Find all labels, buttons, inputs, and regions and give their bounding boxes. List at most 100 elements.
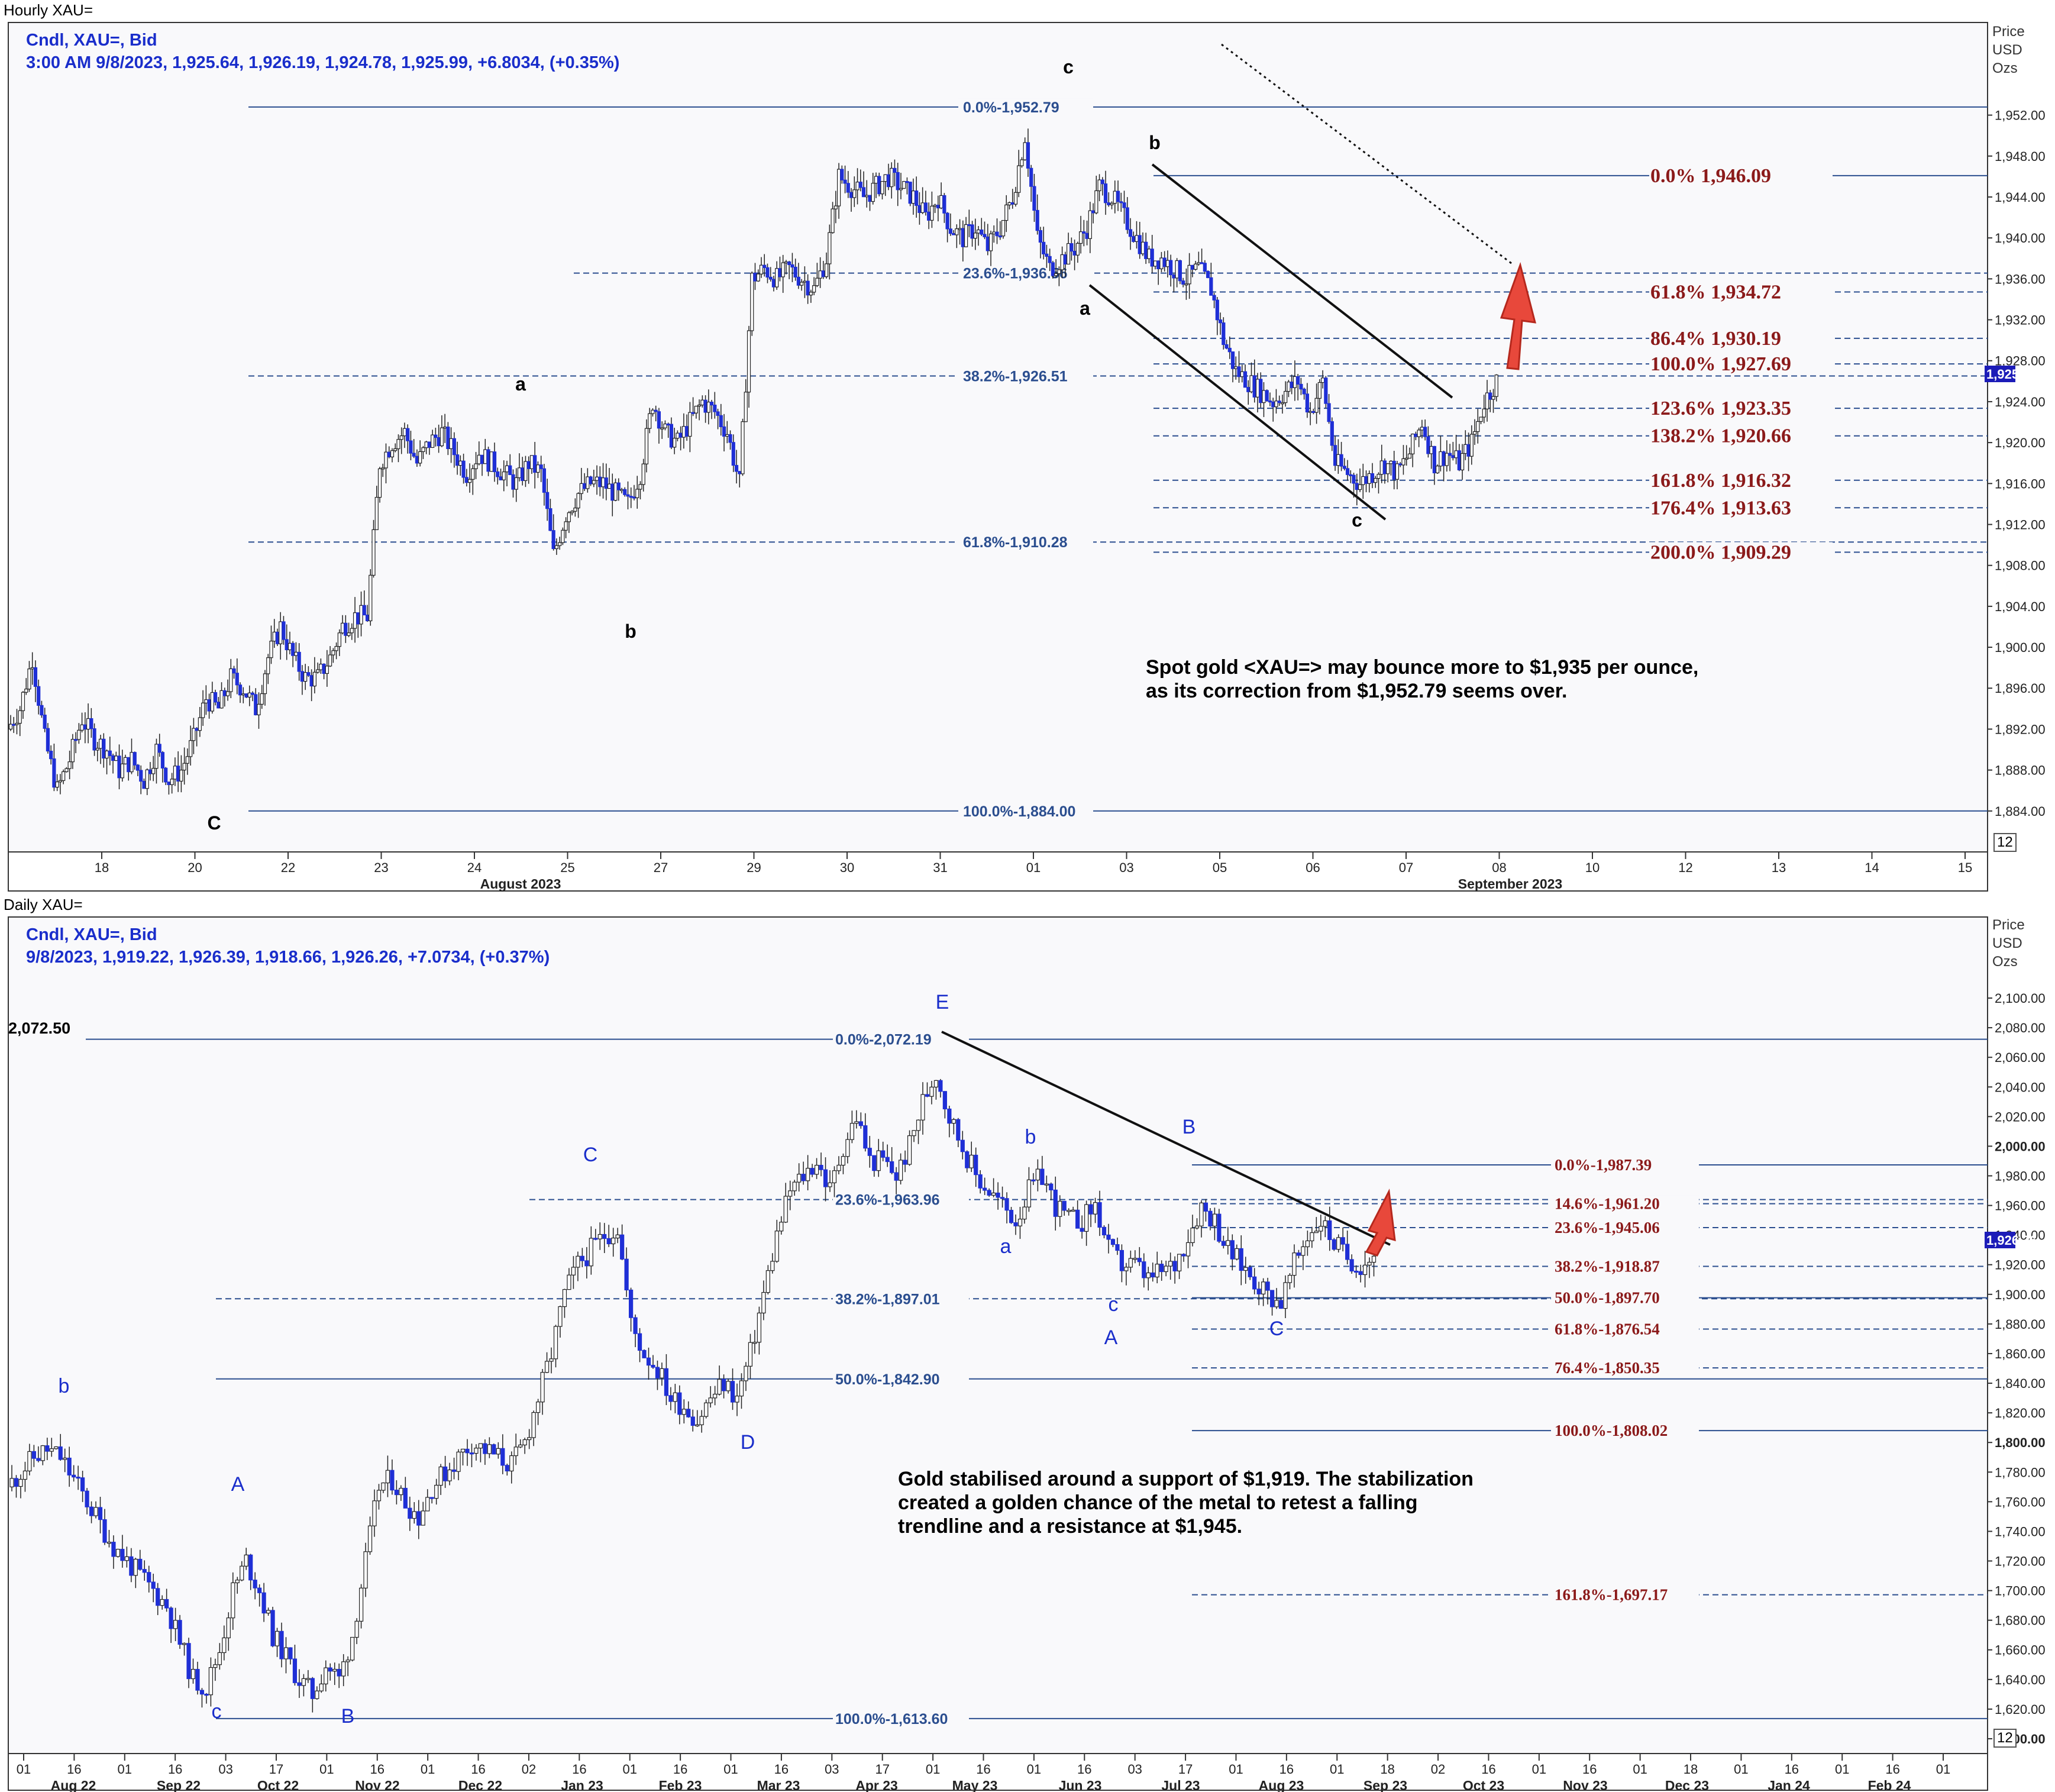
candle-body [208, 1667, 214, 1696]
candle-body [1265, 390, 1269, 402]
candle-body [434, 434, 438, 438]
candle-body [1296, 376, 1300, 385]
candle-body [644, 428, 649, 464]
candle-body [447, 1469, 452, 1481]
hourly-chart-svg[interactable]: 0.0%-1,952.7923.6%-1,936.5638.2%-1,926.5… [0, 0, 2055, 895]
candle-body [584, 1260, 589, 1267]
x-tick-label: 01 [1532, 1762, 1546, 1777]
fib-extension-label: 23.6%-1,945.06 [1555, 1219, 1660, 1236]
y-tick-label: 1,700.00 [1995, 1584, 2046, 1599]
candle-body [1252, 375, 1256, 398]
x-tick-label: 18 [1684, 1762, 1698, 1777]
daily-note-line1: Gold stabilised around a support of $1,9… [898, 1468, 1474, 1490]
y-tick-label: 1,740.00 [1995, 1524, 2046, 1539]
candle-body [362, 605, 366, 616]
candle-body [1230, 1240, 1235, 1260]
candle-body [1367, 1261, 1372, 1266]
daily-scroll-marker[interactable]: 12 [1993, 1729, 2017, 1748]
candle-body [232, 668, 236, 674]
daily-chart-svg[interactable]: 0.0%-2,072.19 23.6%-1,963.96 38.2%-1,897.0… [0, 895, 2055, 1792]
candle-body [567, 1274, 571, 1290]
candle-body [996, 1192, 1000, 1198]
candle-body [521, 467, 525, 481]
candle-body [540, 1372, 545, 1403]
candle-body [287, 642, 292, 650]
daily-legend-line1: Cndl, XAU=, Bid [26, 925, 157, 944]
candle-body [880, 181, 884, 195]
candle-body [52, 758, 56, 788]
candle-body [695, 1424, 700, 1426]
candle-body [1075, 243, 1080, 256]
candle-body [415, 456, 419, 464]
x-tick-label: 30 [840, 860, 854, 875]
x-tick-label: 16 [1279, 1762, 1294, 1777]
x-tick-label: 02 [1431, 1762, 1445, 1777]
candle-body [93, 1507, 98, 1516]
candle-body [89, 1506, 94, 1516]
candle-body [241, 693, 245, 696]
x-tick-label: 12 [1678, 860, 1692, 875]
candle-body [1156, 260, 1161, 269]
candle-body [654, 409, 658, 412]
candle-body [416, 1511, 421, 1526]
candle-body [350, 1636, 355, 1661]
candle-body [1013, 192, 1018, 205]
candle-body [376, 1490, 382, 1502]
candle-body [222, 1637, 227, 1654]
candle-body [1280, 402, 1285, 405]
candle-body [902, 181, 906, 189]
candle-body [955, 228, 959, 235]
candle-body [222, 690, 227, 696]
candle-body [750, 273, 754, 331]
x-tick-label: 01 [1229, 1762, 1243, 1777]
elliott-wave-label: B [341, 1705, 355, 1728]
candle-body [781, 262, 785, 277]
candle-body [956, 1119, 961, 1141]
candle-body [337, 1668, 341, 1677]
daily-left-price-label: 2,072.50 [8, 1019, 70, 1037]
daily-axis-units: Price USD Ozs [1992, 916, 2025, 971]
candle-body [818, 270, 822, 279]
candle-body [1212, 295, 1216, 301]
candle-body [331, 650, 335, 656]
candle-body [606, 1238, 611, 1245]
candle-body [1299, 383, 1303, 390]
candle-body [843, 179, 847, 184]
falling-trendline [941, 1031, 1391, 1246]
candle-body [1078, 231, 1083, 244]
candle-body [1101, 1226, 1107, 1236]
candle-body [235, 1580, 240, 1584]
candle-body [324, 1667, 328, 1684]
y-tick-label: 1,904.00 [1995, 599, 2046, 614]
candle-body [573, 508, 577, 512]
candle-body [1128, 1258, 1133, 1268]
candle-body [98, 738, 103, 749]
candle-body [72, 1474, 76, 1478]
hourly-axis-units: Price USD Ozs [1992, 22, 2025, 78]
candle-body [440, 427, 444, 447]
hourly-scroll-marker[interactable]: 12 [1993, 833, 2017, 852]
candle-body [668, 1395, 673, 1402]
candle-body [1352, 474, 1356, 484]
candle-body [771, 279, 776, 288]
candle-body [527, 1437, 532, 1441]
x-month-label: September 2023 [1458, 876, 1562, 892]
candle-body [207, 699, 211, 712]
fib-extension-label: 76.4%-1,850.35 [1555, 1359, 1660, 1377]
candle-body [384, 451, 388, 469]
candle-body [1271, 401, 1275, 408]
x-month-label: Aug 22 [51, 1778, 96, 1792]
candle-body [1479, 416, 1483, 422]
candle-body [260, 693, 264, 705]
candle-body [1395, 463, 1400, 480]
candle-body [616, 482, 621, 490]
svg-text:1,926.26: 1,926.26 [1986, 1233, 2037, 1248]
candle-body [814, 1164, 819, 1175]
fib-label-bg [958, 534, 1093, 551]
candle-body [1023, 142, 1027, 160]
candle-body [365, 614, 370, 622]
fib-label-bg [1551, 1195, 1699, 1212]
candle-body [437, 437, 441, 447]
candle-body [1330, 421, 1334, 446]
candle-body [1323, 1220, 1327, 1227]
